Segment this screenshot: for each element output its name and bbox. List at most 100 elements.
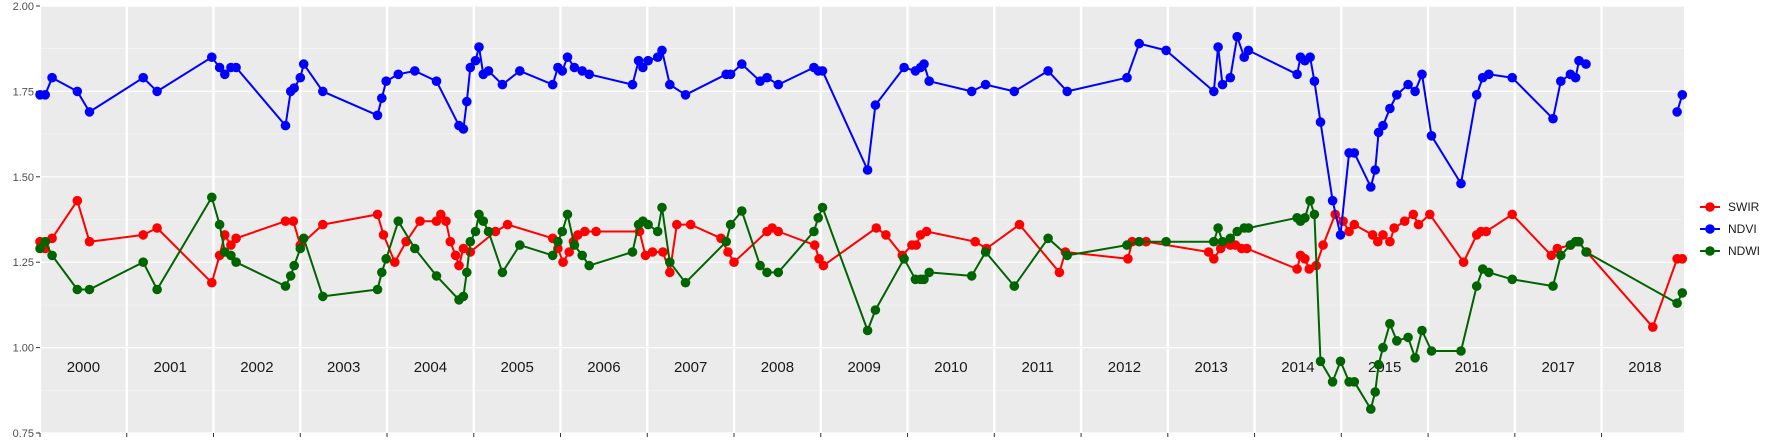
data-point-ndwi xyxy=(1134,236,1144,247)
data-point-ndvi xyxy=(231,62,241,73)
data-point-ndwi xyxy=(1403,332,1413,343)
data-point-ndvi xyxy=(1385,103,1395,114)
data-point-ndwi xyxy=(1243,223,1254,233)
data-point-swir xyxy=(1300,253,1310,264)
data-point-swir xyxy=(1507,209,1517,220)
data-point-ndvi xyxy=(214,62,225,73)
data-point-ndvi xyxy=(1410,86,1420,97)
data-point-ndwi xyxy=(372,284,383,295)
y-axis: 0.75 1.00 1.25 1.50 1.75 2.00 xyxy=(13,1,1603,440)
data-point-ndwi xyxy=(1410,353,1420,363)
data-point-swir xyxy=(1318,240,1328,250)
data-point-swir xyxy=(658,247,668,257)
data-point-swir xyxy=(1648,322,1658,332)
data-point-ndwi xyxy=(1217,236,1228,247)
data-point-swir xyxy=(1458,257,1469,268)
data-point-ndwi xyxy=(462,267,472,278)
data-point-ndwi xyxy=(721,236,731,247)
data-point-ndwi xyxy=(557,226,568,237)
data-point-ndwi xyxy=(410,243,420,254)
data-point-ndwi xyxy=(584,260,594,271)
data-point-swir xyxy=(490,226,501,237)
data-point-swir xyxy=(1014,219,1025,230)
data-point-swir xyxy=(591,226,601,237)
legend-item-ndvi: NDVI xyxy=(1700,222,1757,236)
data-point-ndwi xyxy=(465,236,476,247)
data-point-ndvi xyxy=(47,72,57,83)
data-point-ndwi xyxy=(643,219,653,230)
data-point-swir xyxy=(454,260,464,271)
data-point-swir xyxy=(1367,230,1378,240)
data-point-ndvi xyxy=(318,86,328,97)
data-point-ndwi xyxy=(1574,236,1584,247)
data-point-ndwi xyxy=(773,267,784,278)
data-point-ndwi xyxy=(980,247,991,257)
data-point-ndvi xyxy=(638,62,648,73)
data-point-ndwi xyxy=(40,236,50,247)
data-point-ndvi xyxy=(220,69,230,80)
series-layer xyxy=(35,31,1688,414)
year-label: 2011 xyxy=(1022,359,1054,376)
data-point-swir xyxy=(1546,250,1557,261)
data-point-ndwi xyxy=(226,250,236,261)
data-point-ndwi xyxy=(1122,240,1132,250)
data-point-ndwi xyxy=(1315,356,1326,367)
legend-label: NDWI xyxy=(1728,244,1760,258)
legend-key-point xyxy=(1705,224,1715,234)
data-point-ndwi xyxy=(1366,404,1376,414)
data-point-swir xyxy=(809,240,820,250)
data-point-ndvi xyxy=(1370,165,1380,175)
data-point-ndwi xyxy=(1426,346,1437,356)
data-point-ndvi xyxy=(1556,76,1566,86)
data-point-swir xyxy=(665,267,675,278)
data-point-swir xyxy=(1413,219,1424,230)
data-point-swir xyxy=(436,209,446,220)
data-point-ndwi xyxy=(1548,281,1558,291)
data-point-ndvi xyxy=(465,62,476,73)
data-point-ndvi xyxy=(870,100,881,110)
data-point-ndwi xyxy=(1370,387,1380,397)
year-label: 2016 xyxy=(1455,359,1488,376)
year-label: 2004 xyxy=(414,359,447,376)
data-point-ndwi xyxy=(138,257,148,268)
data-point-swir xyxy=(445,236,456,247)
series-ndwi xyxy=(35,192,1688,414)
data-point-ndwi xyxy=(1507,274,1517,285)
data-point-ndvi xyxy=(381,76,392,86)
data-point-ndvi xyxy=(980,79,991,90)
data-point-ndwi xyxy=(1335,356,1346,367)
data-point-ndvi xyxy=(862,165,873,175)
data-point-swir xyxy=(288,216,299,226)
data-point-swir xyxy=(1385,236,1395,247)
data-point-ndwi xyxy=(377,267,387,278)
data-point-ndvi xyxy=(1243,45,1254,56)
data-point-ndwi xyxy=(809,226,819,237)
data-point-ndvi xyxy=(547,79,558,90)
year-label: 2017 xyxy=(1542,359,1575,376)
data-point-ndvi xyxy=(1327,195,1338,206)
data-point-ndvi xyxy=(138,72,148,83)
data-point-ndvi xyxy=(289,83,300,93)
data-point-ndwi xyxy=(1305,195,1315,206)
year-label: 2002 xyxy=(240,359,273,376)
data-point-ndwi xyxy=(1009,281,1020,291)
legend: SWIR NDVI NDWI xyxy=(1700,200,1760,258)
data-point-ndvi xyxy=(627,79,638,90)
data-point-ndvi xyxy=(298,59,309,69)
data-point-ndvi xyxy=(1305,52,1315,62)
year-label: 2013 xyxy=(1194,359,1227,376)
year-label: 2010 xyxy=(934,359,967,376)
data-point-ndwi xyxy=(553,236,563,247)
data-point-swir xyxy=(881,230,891,240)
data-point-ndvi xyxy=(899,62,909,73)
data-point-ndvi xyxy=(1471,90,1482,100)
data-point-swir xyxy=(1349,219,1360,230)
data-point-ndvi xyxy=(1373,127,1384,138)
data-point-ndvi xyxy=(773,79,784,90)
data-point-ndwi xyxy=(1471,281,1482,291)
data-point-ndvi xyxy=(966,86,977,97)
data-point-ndvi xyxy=(1581,59,1591,69)
data-point-swir xyxy=(72,195,83,206)
data-point-swir xyxy=(450,250,461,261)
data-point-ndvi xyxy=(515,66,525,76)
